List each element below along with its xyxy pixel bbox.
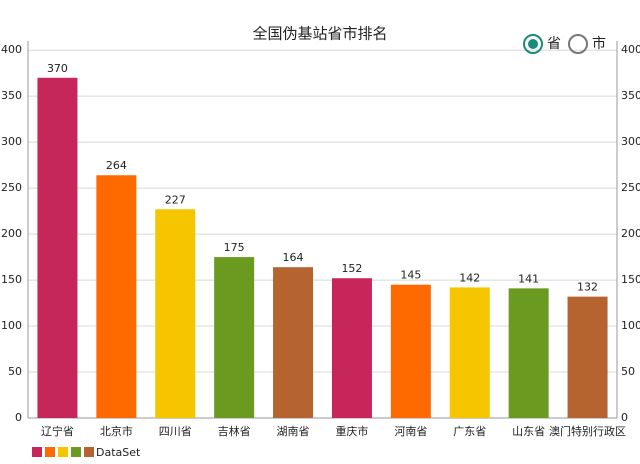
y2-tick-label: 150 xyxy=(621,273,640,286)
y2-tick-label: 50 xyxy=(621,365,635,378)
x-tick-label: 广东省 xyxy=(453,425,486,438)
radio-button[interactable] xyxy=(523,34,543,54)
y-tick-label: 400 xyxy=(1,43,22,56)
data-label: 370 xyxy=(47,62,68,75)
bar xyxy=(449,287,490,418)
legend-swatch xyxy=(71,447,81,457)
x-tick-label: 湖南省 xyxy=(277,425,310,438)
y2-tick-label: 350 xyxy=(621,89,640,102)
data-label: 152 xyxy=(341,262,362,275)
data-label: 145 xyxy=(400,269,421,282)
x-tick-label: 澳门特别行政区 xyxy=(549,424,626,438)
bar xyxy=(508,288,549,418)
data-label: 132 xyxy=(577,281,598,294)
data-label: 264 xyxy=(106,159,127,172)
chart-title: 全国伪基站省市排名 xyxy=(252,25,387,43)
y-tick-label: 200 xyxy=(1,227,22,240)
radio-label[interactable]: 省 xyxy=(547,36,561,52)
x-tick-label: 河南省 xyxy=(394,425,427,438)
bar xyxy=(155,209,196,418)
y-tick-label: 300 xyxy=(1,135,22,148)
bar xyxy=(214,257,255,418)
bar xyxy=(96,175,137,418)
legend-swatch xyxy=(84,447,94,457)
y-tick-label: 350 xyxy=(1,89,22,102)
bar xyxy=(567,296,608,418)
bar xyxy=(273,267,314,418)
data-label: 164 xyxy=(283,251,304,264)
x-tick-label: 四川省 xyxy=(159,425,192,438)
legend-swatch xyxy=(45,447,55,457)
x-tick-label: 北京市 xyxy=(100,424,133,438)
legend-label: DataSet xyxy=(96,446,141,459)
y-tick-label: 150 xyxy=(1,273,22,286)
bar xyxy=(390,284,431,418)
bar xyxy=(331,278,372,418)
data-label: 141 xyxy=(518,272,539,285)
y-tick-label: 0 xyxy=(15,411,22,424)
radio-button[interactable] xyxy=(568,34,588,54)
bar xyxy=(37,77,78,418)
y2-tick-label: 300 xyxy=(621,135,640,148)
x-tick-label: 重庆市 xyxy=(335,424,368,438)
radio-dot xyxy=(528,39,538,49)
x-tick-label: 辽宁省 xyxy=(41,424,74,438)
y-tick-label: 100 xyxy=(1,319,22,332)
y-tick-label: 250 xyxy=(1,181,22,194)
x-tick-label: 山东省 xyxy=(512,425,545,438)
x-tick-label: 吉林省 xyxy=(218,424,251,438)
y2-tick-label: 0 xyxy=(621,411,628,424)
data-label: 175 xyxy=(224,241,245,254)
data-label: 142 xyxy=(459,271,480,284)
radio-label[interactable]: 市 xyxy=(592,35,606,52)
legend-swatch xyxy=(32,447,42,457)
y2-tick-label: 400 xyxy=(621,43,640,56)
y2-tick-label: 100 xyxy=(621,319,640,332)
y2-tick-label: 250 xyxy=(621,181,640,194)
legend-swatch xyxy=(58,447,68,457)
data-label: 227 xyxy=(165,193,186,206)
y2-tick-label: 200 xyxy=(621,227,640,240)
y-tick-label: 50 xyxy=(8,365,22,378)
